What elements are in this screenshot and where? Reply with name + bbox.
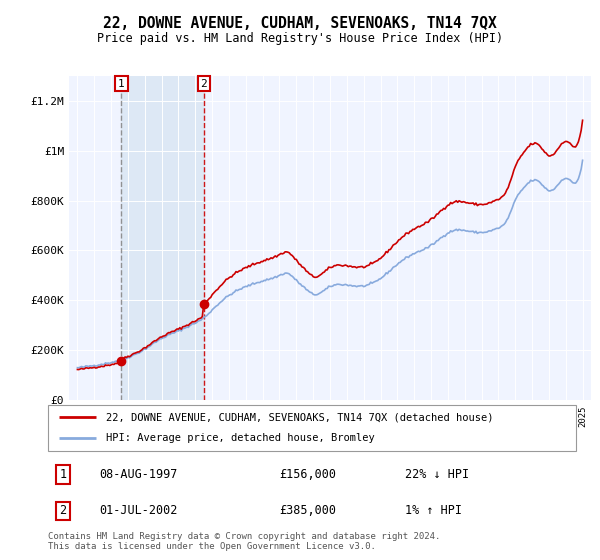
Text: HPI: Average price, detached house, Bromley: HPI: Average price, detached house, Brom…: [106, 433, 375, 444]
Text: 2: 2: [200, 79, 207, 88]
Text: 22, DOWNE AVENUE, CUDHAM, SEVENOAKS, TN14 7QX: 22, DOWNE AVENUE, CUDHAM, SEVENOAKS, TN1…: [103, 16, 497, 31]
Text: 1% ↑ HPI: 1% ↑ HPI: [405, 505, 462, 517]
Text: 22, DOWNE AVENUE, CUDHAM, SEVENOAKS, TN14 7QX (detached house): 22, DOWNE AVENUE, CUDHAM, SEVENOAKS, TN1…: [106, 412, 494, 422]
Text: 01-JUL-2002: 01-JUL-2002: [99, 505, 178, 517]
Text: £385,000: £385,000: [279, 505, 336, 517]
Text: £156,000: £156,000: [279, 468, 336, 481]
FancyBboxPatch shape: [48, 405, 576, 451]
Text: Price paid vs. HM Land Registry's House Price Index (HPI): Price paid vs. HM Land Registry's House …: [97, 31, 503, 45]
Text: Contains HM Land Registry data © Crown copyright and database right 2024.
This d: Contains HM Land Registry data © Crown c…: [48, 532, 440, 552]
Bar: [121, 76, 204, 400]
Text: 08-AUG-1997: 08-AUG-1997: [99, 468, 178, 481]
Text: 1: 1: [59, 468, 67, 481]
Text: 2: 2: [59, 505, 67, 517]
Text: 22% ↓ HPI: 22% ↓ HPI: [405, 468, 469, 481]
Text: 1: 1: [118, 79, 125, 88]
